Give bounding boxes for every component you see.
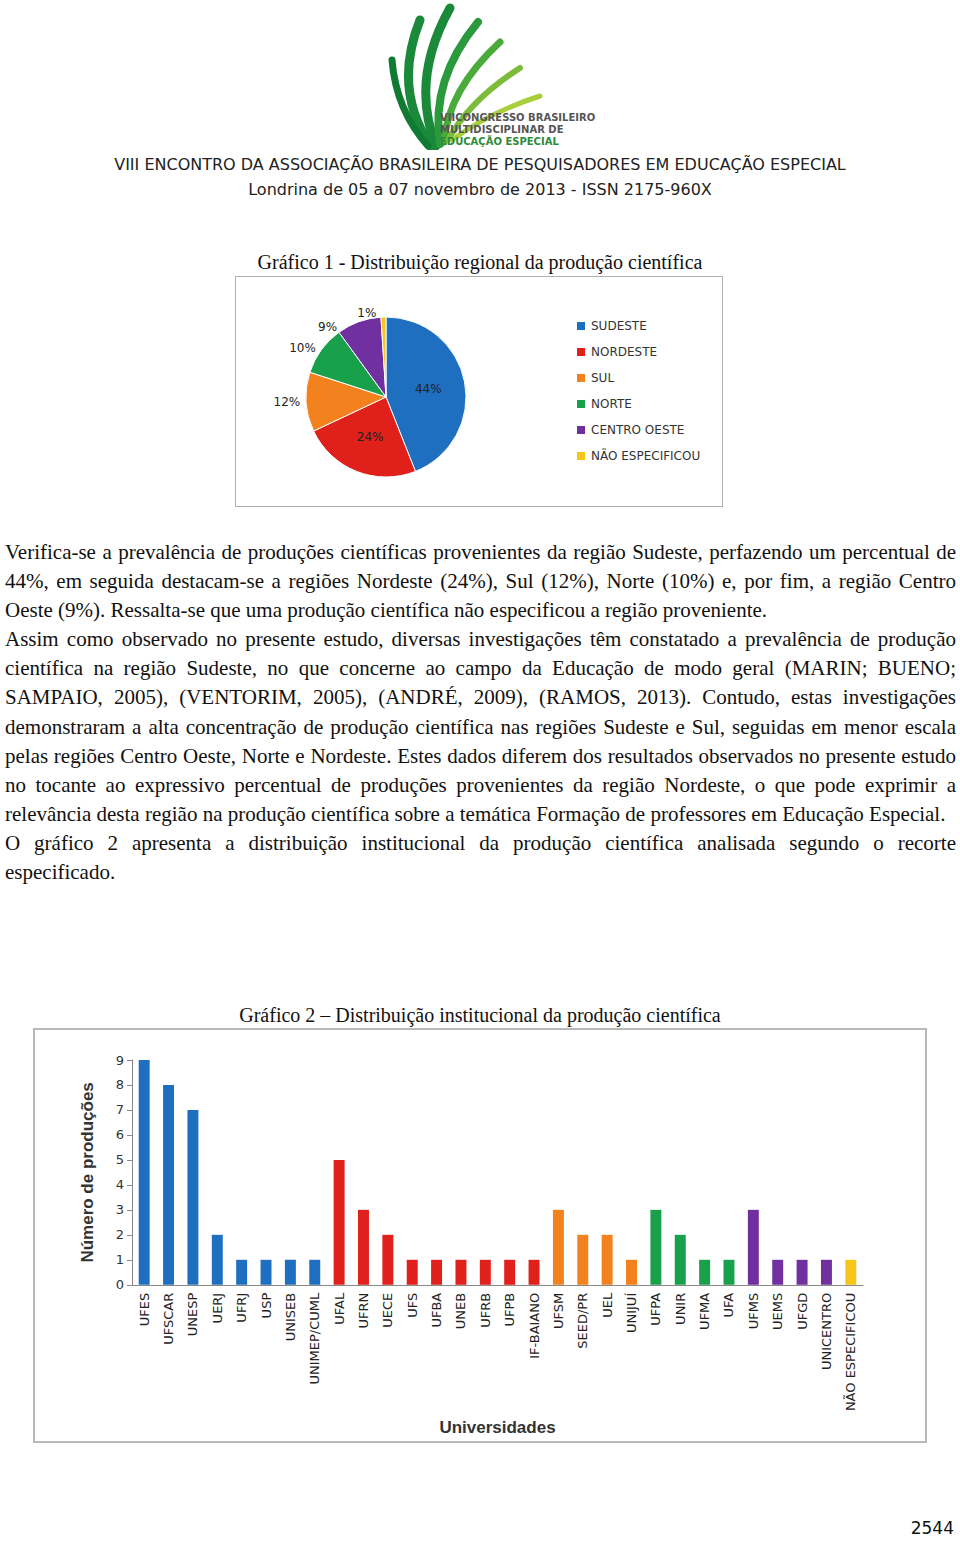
svg-text:UFRJ: UFRJ bbox=[234, 1293, 249, 1323]
svg-text:9%: 9% bbox=[318, 320, 337, 334]
svg-text:7: 7 bbox=[116, 1102, 124, 1117]
svg-text:UFMA: UFMA bbox=[697, 1293, 712, 1330]
svg-text:UNIJUÍ: UNIJUÍ bbox=[624, 1293, 639, 1333]
html-text:Assim como observado no presen: Assim como observado no presente estudo,… bbox=[5, 627, 956, 826]
svg-text:UECE: UECE bbox=[380, 1293, 395, 1328]
svg-text:UFRB: UFRB bbox=[478, 1293, 493, 1328]
svg-text:NÃO ESPECIFICOU: NÃO ESPECIFICOU bbox=[843, 1293, 858, 1411]
svg-text:UFES: UFES bbox=[137, 1293, 152, 1326]
svg-text:1: 1 bbox=[116, 1252, 124, 1267]
svg-text:UNESP: UNESP bbox=[185, 1293, 200, 1337]
html-text:MULTIDISCIPLINAR DE: MULTIDISCIPLINAR DE bbox=[440, 124, 564, 135]
svg-text:UNICENTRO: UNICENTRO bbox=[819, 1293, 834, 1370]
html-text:2544: 2544 bbox=[910, 1518, 954, 1538]
svg-text:NORDESTE: NORDESTE bbox=[591, 345, 657, 359]
svg-text:UNIR: UNIR bbox=[673, 1293, 688, 1325]
svg-text:UFPA: UFPA bbox=[648, 1293, 663, 1326]
html-text:VIICONGRESSO BRASILEIRO: VIICONGRESSO BRASILEIRO bbox=[440, 112, 596, 123]
svg-text:UNISEB: UNISEB bbox=[283, 1293, 298, 1341]
svg-text:Número de produções: Número de produções bbox=[78, 1082, 97, 1262]
svg-text:UFRN: UFRN bbox=[356, 1293, 371, 1329]
svg-text:6: 6 bbox=[116, 1127, 124, 1142]
svg-text:UFA: UFA bbox=[721, 1293, 736, 1318]
html-text:VIII ENCONTRO DA ASSOCIAÇÃO BR: VIII ENCONTRO DA ASSOCIAÇÃO BRASILEIRA D… bbox=[114, 155, 846, 174]
svg-text:SUL: SUL bbox=[591, 371, 614, 385]
html-text:Gráfico 2 – Distribuição insti: Gráfico 2 – Distribuição institucional d… bbox=[239, 1004, 721, 1026]
svg-text:UFBA: UFBA bbox=[429, 1293, 444, 1328]
svg-text:UFGD: UFGD bbox=[795, 1293, 810, 1330]
html-text:EDUCAÇÃO ESPECIAL: EDUCAÇÃO ESPECIAL bbox=[440, 136, 559, 147]
svg-text:0: 0 bbox=[116, 1277, 124, 1292]
html-text:O gráfico 2 apresenta a distri: O gráfico 2 apresenta a distribuição ins… bbox=[5, 830, 956, 884]
html-text:Verifica-se a prevalência de p: Verifica-se a prevalência de produções c… bbox=[5, 540, 956, 623]
svg-text:8: 8 bbox=[116, 1077, 124, 1092]
svg-text:UEL: UEL bbox=[600, 1292, 615, 1318]
svg-text:4: 4 bbox=[116, 1177, 124, 1192]
svg-text:44%: 44% bbox=[415, 382, 442, 396]
svg-text:9: 9 bbox=[116, 1053, 124, 1068]
svg-text:10%: 10% bbox=[289, 341, 316, 355]
html-text:Gráfico 1 - Distribuição regio: Gráfico 1 - Distribuição regional da pro… bbox=[257, 251, 703, 273]
svg-text:5: 5 bbox=[116, 1152, 124, 1167]
svg-text:Universidades: Universidades bbox=[439, 1418, 555, 1437]
svg-text:UERJ: UERJ bbox=[210, 1293, 225, 1324]
svg-text:UFSM: UFSM bbox=[551, 1293, 566, 1329]
svg-text:SEED/PR: SEED/PR bbox=[575, 1293, 590, 1349]
svg-text:UFPB: UFPB bbox=[502, 1293, 517, 1327]
svg-text:NORTE: NORTE bbox=[591, 397, 632, 411]
svg-text:USP: USP bbox=[259, 1293, 274, 1319]
svg-text:IF-BAIANO: IF-BAIANO bbox=[527, 1293, 542, 1359]
svg-text:NÃO ESPECIFICOU: NÃO ESPECIFICOU bbox=[591, 448, 700, 463]
svg-text:1%: 1% bbox=[357, 306, 376, 320]
svg-text:SUDESTE: SUDESTE bbox=[591, 319, 647, 333]
svg-text:CENTRO OESTE: CENTRO OESTE bbox=[591, 423, 684, 437]
svg-text:UNIMEP/CUML: UNIMEP/CUML bbox=[307, 1292, 322, 1385]
svg-text:UFAL: UFAL bbox=[332, 1292, 347, 1325]
svg-text:UFMS: UFMS bbox=[746, 1293, 761, 1329]
html-text:Londrina de 05 a 07 novembro d: Londrina de 05 a 07 novembro de 2013 - I… bbox=[248, 180, 712, 199]
svg-text:UFSCAR: UFSCAR bbox=[161, 1293, 176, 1345]
svg-text:UEMS: UEMS bbox=[770, 1293, 785, 1330]
svg-text:24%: 24% bbox=[357, 430, 384, 444]
svg-text:UNEB: UNEB bbox=[453, 1293, 468, 1329]
svg-text:12%: 12% bbox=[273, 395, 300, 409]
svg-text:UFS: UFS bbox=[405, 1293, 420, 1318]
svg-text:2: 2 bbox=[116, 1227, 124, 1242]
svg-text:3: 3 bbox=[116, 1202, 124, 1217]
